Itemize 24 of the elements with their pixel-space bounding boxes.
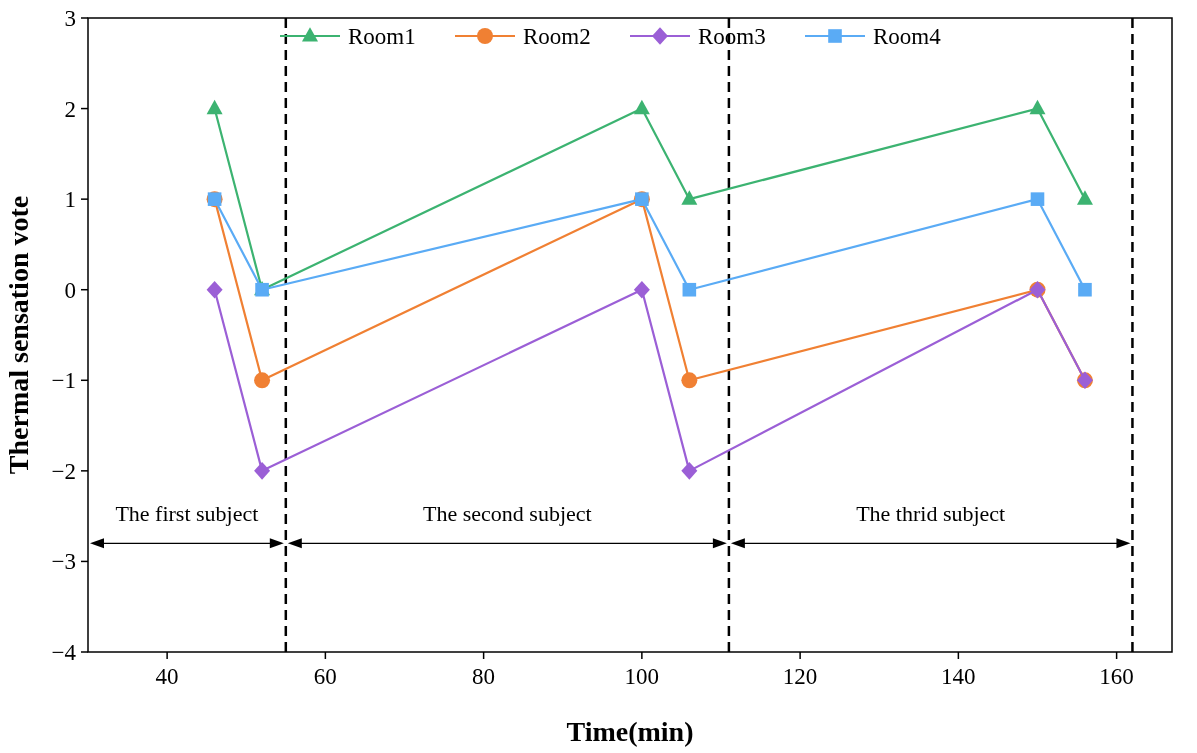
y-axis-title: Thermal sensation vote [3, 195, 34, 475]
y-tick-label: −1 [51, 368, 76, 394]
y-tick-label: 2 [64, 96, 76, 122]
x-axis-title: Time(min) [566, 716, 694, 747]
y-tick-label: 3 [64, 6, 76, 32]
x-tick-label: 60 [313, 664, 337, 689]
annotation: The first subject [115, 500, 259, 526]
x-tick-label: 80 [472, 664, 496, 689]
x-tick-label: 160 [1099, 664, 1134, 689]
legend-label: Room3 [698, 24, 766, 50]
y-tick-label: −2 [51, 458, 76, 484]
y-tick-label: 1 [64, 187, 76, 213]
x-tick-label: 40 [155, 664, 179, 689]
y-tick-label: −3 [51, 549, 76, 575]
annotation: The thrid subject [856, 500, 1006, 526]
x-tick-label: 120 [782, 664, 818, 689]
annotation: The second subject [423, 500, 592, 526]
x-tick-label: 140 [941, 664, 976, 689]
legend-label: Room2 [523, 24, 591, 50]
y-tick-label: −4 [51, 640, 77, 666]
legend-label: Room4 [873, 24, 942, 50]
legend-label: Room1 [348, 24, 416, 50]
x-tick-label: 100 [624, 664, 660, 689]
y-tick-label: 0 [64, 277, 76, 303]
